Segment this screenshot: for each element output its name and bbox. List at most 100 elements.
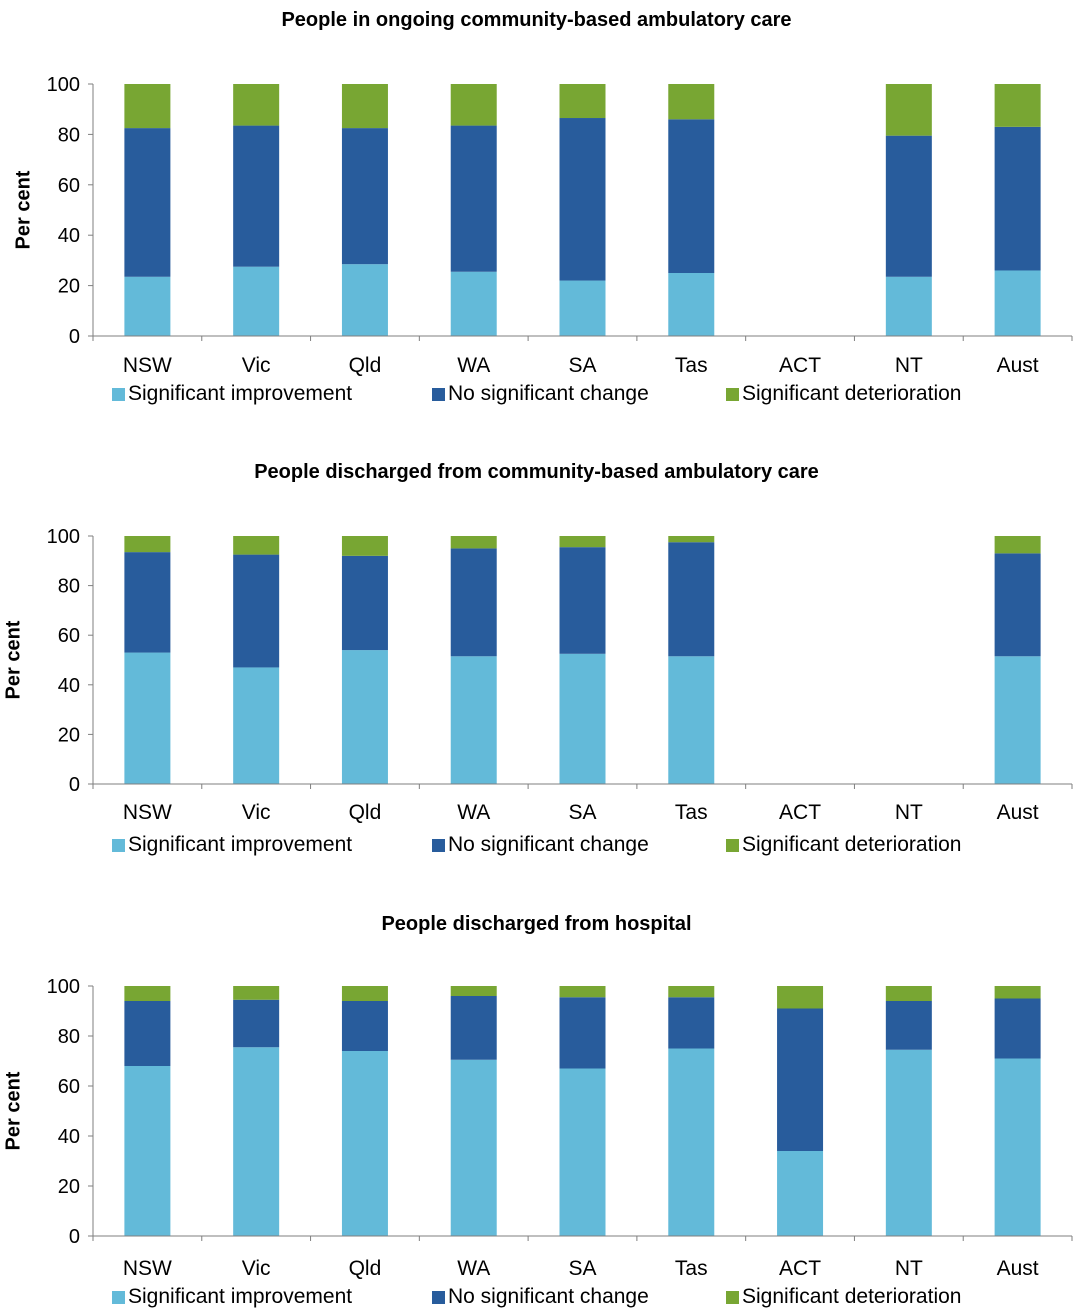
bar-segment-deterioration: [341, 986, 388, 1001]
chart-panel-discharged-community: People discharged from community-based a…: [0, 451, 1073, 881]
chart-legend: Significant improvement No significant c…: [0, 382, 1073, 408]
bar-segment-no_change: [994, 998, 1041, 1059]
bar-segment-deterioration: [341, 536, 388, 556]
y-tick-label: 20: [58, 1176, 80, 1198]
legend-label: Significant deterioration: [742, 382, 962, 405]
bar-segment-deterioration: [124, 84, 171, 129]
x-category-label: Vic: [242, 801, 271, 824]
chart-title: People discharged from hospital: [381, 913, 692, 935]
x-category-label: WA: [457, 354, 490, 377]
legend-item-no-change: No significant change: [432, 1285, 649, 1309]
y-tick-label: 60: [58, 175, 80, 197]
y-axis-title: Per cent: [2, 1071, 24, 1150]
chart-plot: 0 20 40 60 80 100 Per cent NSW Vic Qld WA SA Tas ACT N…: [2, 976, 1073, 1280]
bar-segment-improvement: [668, 273, 715, 336]
bar-segment-no_change: [233, 999, 280, 1048]
bar-segment-improvement: [233, 266, 280, 336]
chart-legend: Significant improvement No significant c…: [0, 833, 1073, 859]
y-tick-label: 20: [58, 276, 80, 298]
bar-segment-improvement: [885, 276, 932, 336]
bar-segment-no_change: [124, 128, 171, 277]
y-tick-label: 40: [58, 675, 80, 697]
bar-segment-deterioration: [559, 84, 606, 119]
bar-segment-improvement: [777, 1151, 824, 1236]
y-tick-label: 40: [58, 225, 80, 247]
bar-segment-improvement: [233, 667, 280, 784]
x-category-label: NSW: [123, 801, 172, 824]
bar-segment-deterioration: [341, 84, 388, 129]
bar-segment-improvement: [450, 656, 497, 784]
bar-segment-improvement: [885, 1049, 932, 1236]
legend-label: Significant improvement: [128, 833, 353, 856]
legend-label: Significant improvement: [128, 1285, 353, 1308]
x-category-label: Aust: [997, 801, 1039, 824]
bar-segment-deterioration: [668, 536, 715, 543]
bar-segment-no_change: [341, 555, 388, 651]
x-category-label: Aust: [997, 1257, 1039, 1280]
x-category-label: Qld: [349, 354, 382, 377]
bar-segment-improvement: [994, 1058, 1041, 1236]
bar-segment-no_change: [450, 548, 497, 657]
chart-title: People in ongoing community-based ambula…: [281, 9, 792, 31]
bar-segment-no_change: [668, 119, 715, 273]
bar-segment-deterioration: [777, 986, 824, 1009]
x-category-label: NSW: [123, 1257, 172, 1280]
bar-segment-no_change: [559, 547, 606, 654]
y-tick-label: 100: [47, 74, 80, 96]
bar-segment-no_change: [559, 118, 606, 281]
y-axis-title: Per cent: [12, 170, 34, 249]
legend-swatch-deterioration: [726, 838, 739, 852]
x-category-label: Qld: [349, 801, 382, 824]
bar-segment-improvement: [124, 652, 171, 784]
legend-item-no-change: No significant change: [432, 833, 649, 857]
legend-swatch-no-change: [432, 1290, 445, 1304]
x-category-label: Tas: [675, 801, 708, 824]
y-tick-label: 100: [47, 976, 80, 998]
bar-segment-improvement: [559, 1068, 606, 1236]
bar-segment-no_change: [450, 996, 497, 1060]
bar-segment-deterioration: [124, 536, 171, 553]
y-tick-label: 80: [58, 1026, 80, 1048]
bar-segment-no_change: [885, 135, 932, 277]
bar-segment-no_change: [668, 997, 715, 1049]
bar-segment-deterioration: [994, 986, 1041, 999]
chart-title: People discharged from community-based a…: [254, 461, 819, 483]
legend-item-improvement: Significant improvement: [112, 382, 352, 406]
bar-segment-no_change: [341, 1001, 388, 1051]
bar-segment-improvement: [450, 271, 497, 336]
bar-segment-improvement: [559, 280, 606, 336]
bar-segment-improvement: [341, 650, 388, 784]
bar-segment-no_change: [450, 125, 497, 272]
legend-swatch-no-change: [432, 838, 445, 852]
bar-segment-deterioration: [450, 84, 497, 126]
x-category-label: NSW: [123, 354, 172, 377]
bar-segment-improvement: [233, 1047, 280, 1236]
bar-segment-deterioration: [668, 84, 715, 120]
bar-segment-no_change: [233, 554, 280, 668]
x-category-label: NT: [895, 354, 923, 377]
bar-segment-improvement: [124, 1066, 171, 1236]
chart-plot: 0 20 40 60 80 100 Per cent NSW Vic Qld WA SA Tas ACT N…: [2, 526, 1073, 824]
bar-segment-no_change: [777, 1008, 824, 1151]
legend-item-deterioration: Significant deterioration: [726, 1285, 961, 1309]
legend-label: No significant change: [448, 833, 649, 856]
x-category-label: Qld: [349, 1257, 382, 1280]
x-category-label: Vic: [242, 354, 271, 377]
legend-swatch-deterioration: [726, 387, 739, 401]
x-category-label: WA: [457, 1257, 490, 1280]
bar-segment-no_change: [559, 997, 606, 1069]
bar-segment-improvement: [994, 656, 1041, 784]
bar-segment-improvement: [668, 1048, 715, 1236]
x-category-label: WA: [457, 801, 490, 824]
x-category-label: NT: [895, 1257, 923, 1280]
bar-segment-improvement: [994, 270, 1041, 336]
legend-label: Significant improvement: [128, 382, 353, 405]
y-tick-label: 0: [69, 1226, 80, 1248]
x-category-label: ACT: [779, 801, 821, 824]
bar-segment-deterioration: [559, 536, 606, 548]
chart-plot: 0 20 40 60 80 100 Per cent NSW Vic Qld WA SA Tas ACT N…: [12, 74, 1073, 377]
y-tick-label: 20: [58, 724, 80, 746]
bar-segment-improvement: [450, 1059, 497, 1236]
x-category-label: Vic: [242, 1257, 271, 1280]
y-tick-label: 80: [58, 576, 80, 598]
